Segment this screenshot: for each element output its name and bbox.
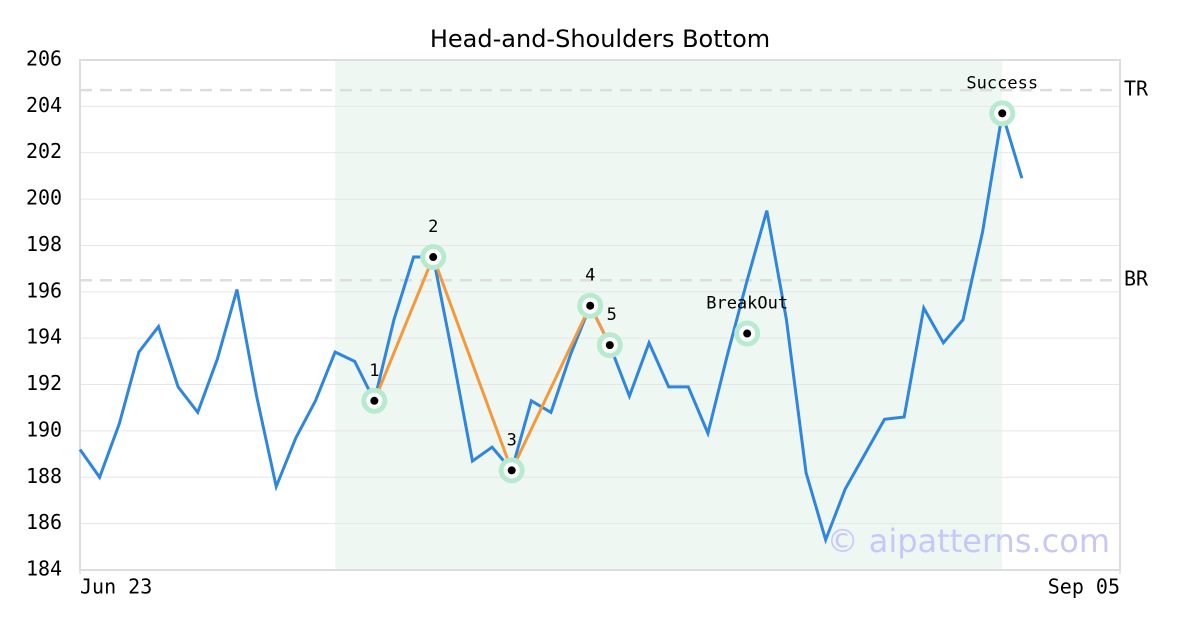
point-label: Success — [966, 73, 1038, 93]
pattern-region — [335, 60, 1003, 570]
chart-title: Head-and-Shoulders Bottom — [430, 25, 770, 53]
y-tick-label: 204 — [26, 93, 62, 117]
watermark: © aipatterns.com — [827, 522, 1110, 560]
x-tick-label: Jun 23 — [80, 575, 152, 599]
point-dot — [586, 301, 595, 310]
point-dot — [429, 253, 438, 262]
level-label: BR — [1124, 267, 1149, 291]
point-dot — [605, 341, 614, 350]
y-tick-label: 206 — [26, 47, 62, 71]
point-label: 2 — [428, 217, 438, 237]
level-label: TR — [1124, 77, 1149, 101]
point-dot — [507, 466, 516, 475]
point-label: BreakOut — [706, 294, 788, 314]
y-tick-label: 186 — [26, 510, 62, 534]
y-tick-label: 188 — [26, 464, 62, 488]
y-tick-label: 190 — [26, 417, 62, 441]
plot-frame — [79, 59, 1121, 571]
point-label: 5 — [607, 305, 617, 325]
price-line — [78, 112, 1024, 545]
point-label: 1 — [369, 361, 379, 381]
point-dot — [370, 396, 379, 405]
y-tick-label: 196 — [26, 278, 62, 302]
y-tick-label: 184 — [26, 557, 62, 581]
y-tick-label: 200 — [26, 186, 62, 210]
point-dot — [998, 109, 1007, 118]
x-tick-label: Sep 05 — [1048, 575, 1120, 599]
point-label: 3 — [507, 430, 517, 450]
y-tick-label: 202 — [26, 139, 62, 163]
y-tick-label: 198 — [26, 232, 62, 256]
y-tick-label: 192 — [26, 371, 62, 395]
point-dot — [743, 329, 752, 338]
point-label: 4 — [585, 266, 595, 286]
y-tick-label: 194 — [26, 325, 62, 349]
